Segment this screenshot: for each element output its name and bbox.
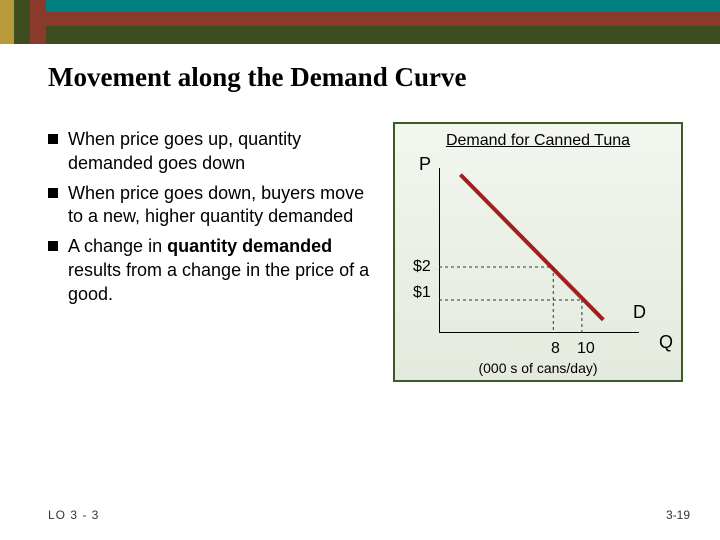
x-axis-label: Q xyxy=(659,332,673,353)
footer-page: 3-19 xyxy=(666,508,690,522)
y-tick-2: $2 xyxy=(413,258,431,276)
x-tick-8: 8 xyxy=(551,340,560,358)
corner-maroon xyxy=(30,0,46,44)
corner-olive xyxy=(14,0,30,44)
header-stripes xyxy=(0,0,720,42)
content-area: When price goes up, quantity demanded go… xyxy=(48,118,688,482)
list-item: A change in quantity demanded results fr… xyxy=(48,235,376,306)
series-label: D xyxy=(633,302,646,323)
demand-line xyxy=(460,175,603,320)
chart-title: Demand for Canned Tuna xyxy=(395,132,681,150)
bullet-text: A change in xyxy=(68,236,167,256)
corner-gold xyxy=(0,0,14,44)
chart-svg xyxy=(439,168,639,333)
footer-lo: LO 3 - 3 xyxy=(48,508,99,522)
y-tick-1: $1 xyxy=(413,284,431,302)
y-axis-label: P xyxy=(419,154,431,175)
stripe-maroon xyxy=(0,12,720,26)
corner-block xyxy=(0,0,46,44)
list-item: When price goes down, buyers move to a n… xyxy=(48,182,376,230)
stripe-olive xyxy=(0,26,720,44)
stripe-teal xyxy=(0,0,720,12)
chart-container: Demand for Canned Tuna P $2 $1 8 10 D xyxy=(388,118,688,482)
bullet-text: When price goes down, buyers move to a n… xyxy=(68,183,364,227)
list-item: When price goes up, quantity demanded go… xyxy=(48,128,376,176)
x-axis-caption: (000 s of cans/day) xyxy=(395,360,681,376)
demand-chart: Demand for Canned Tuna P $2 $1 8 10 D xyxy=(393,122,683,382)
page-title: Movement along the Demand Curve xyxy=(48,62,466,93)
bullet-bold: quantity demanded xyxy=(167,236,332,256)
x-tick-10: 10 xyxy=(577,340,595,358)
bullet-text: results from a change in the price of a … xyxy=(68,260,369,304)
bullet-list: When price goes up, quantity demanded go… xyxy=(48,118,376,482)
bullet-text: When price goes up, quantity demanded go… xyxy=(68,129,301,173)
